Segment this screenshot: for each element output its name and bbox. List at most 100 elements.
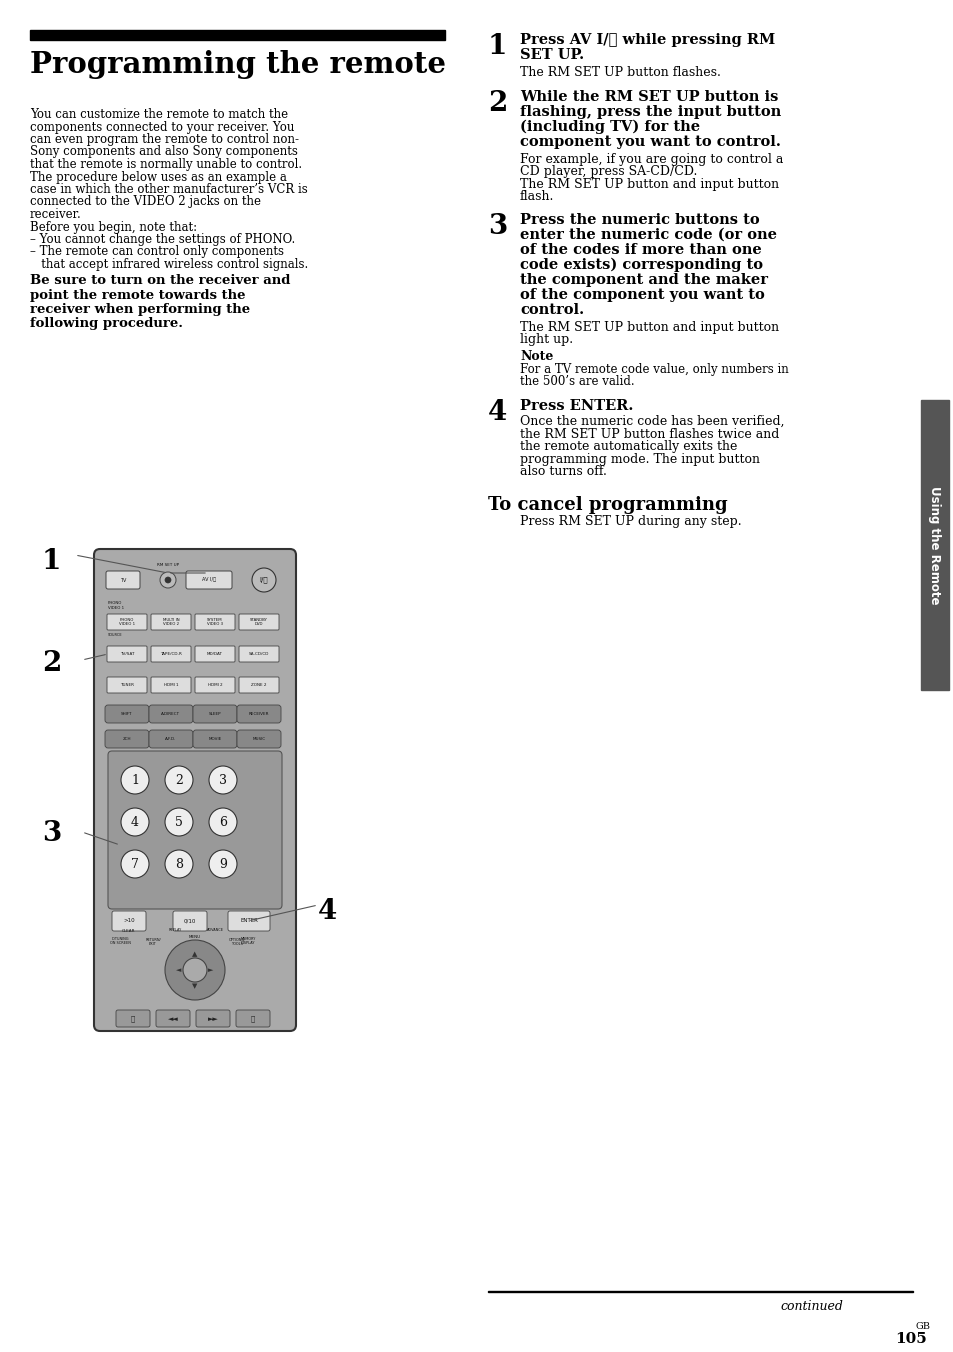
Text: 2CH: 2CH	[123, 737, 132, 741]
FancyBboxPatch shape	[106, 571, 140, 589]
Text: GB: GB	[915, 1322, 930, 1330]
Text: AV I/⏻: AV I/⏻	[202, 577, 215, 583]
Text: of the codes if more than one: of the codes if more than one	[519, 243, 760, 257]
Circle shape	[165, 850, 193, 877]
Text: that accept infrared wireless control signals.: that accept infrared wireless control si…	[30, 258, 308, 270]
Text: MEMORY: MEMORY	[240, 937, 255, 941]
Text: ◄◄: ◄◄	[168, 1015, 178, 1022]
Circle shape	[121, 767, 149, 794]
Text: To cancel programming: To cancel programming	[488, 495, 727, 514]
FancyBboxPatch shape	[228, 911, 270, 932]
Text: TV/SAT: TV/SAT	[120, 652, 134, 656]
Text: component you want to control.: component you want to control.	[519, 135, 781, 149]
Text: MULTI IN
VIDEO 2: MULTI IN VIDEO 2	[163, 618, 179, 626]
Circle shape	[209, 767, 236, 794]
Text: ▼: ▼	[193, 983, 197, 990]
Text: receiver when performing the: receiver when performing the	[30, 303, 250, 315]
Text: receiver.: receiver.	[30, 208, 82, 220]
Text: 2: 2	[175, 773, 183, 787]
Circle shape	[160, 572, 175, 588]
Text: ZONE 2: ZONE 2	[251, 683, 267, 687]
Text: SHIFT: SHIFT	[121, 713, 132, 717]
Text: Note: Note	[519, 350, 553, 362]
FancyBboxPatch shape	[105, 730, 149, 748]
Text: REPLAY: REPLAY	[168, 927, 181, 932]
Text: 2: 2	[488, 91, 507, 118]
Bar	[30, 30, 444, 41]
Circle shape	[165, 940, 225, 1000]
Text: Press ENTER.: Press ENTER.	[519, 399, 633, 412]
FancyBboxPatch shape	[107, 614, 147, 630]
Text: ◄: ◄	[176, 967, 181, 973]
Text: TAPE/CD-R: TAPE/CD-R	[160, 652, 182, 656]
Text: PHONO: PHONO	[108, 602, 122, 604]
Text: 1: 1	[42, 548, 61, 575]
Text: ⏭: ⏭	[251, 1015, 254, 1022]
Text: 7: 7	[131, 857, 139, 871]
Text: 1: 1	[488, 32, 507, 59]
Text: flash.: flash.	[519, 191, 554, 204]
Text: SYSTEM
VIDEO 3: SYSTEM VIDEO 3	[207, 618, 223, 626]
Text: 5: 5	[175, 815, 183, 829]
Text: components connected to your receiver. You: components connected to your receiver. Y…	[30, 120, 294, 134]
Text: The RM SET UP button and input button: The RM SET UP button and input button	[519, 320, 779, 334]
Text: MD/DAT: MD/DAT	[207, 652, 223, 656]
Text: ▲: ▲	[193, 950, 197, 957]
Text: Press AV I/⏻ while pressing RM: Press AV I/⏻ while pressing RM	[519, 32, 775, 47]
Text: ⏮: ⏮	[131, 1015, 135, 1022]
Circle shape	[165, 767, 193, 794]
Text: PHONO
VIDEO 1: PHONO VIDEO 1	[119, 618, 135, 626]
Text: connected to the VIDEO 2 jacks on the: connected to the VIDEO 2 jacks on the	[30, 196, 261, 208]
Text: HDMI 1: HDMI 1	[164, 683, 178, 687]
Text: the RM SET UP button flashes twice and: the RM SET UP button flashes twice and	[519, 427, 779, 441]
Text: RETURN/: RETURN/	[145, 938, 161, 942]
FancyBboxPatch shape	[151, 646, 191, 662]
FancyBboxPatch shape	[186, 571, 232, 589]
Text: Press RM SET UP during any step.: Press RM SET UP during any step.	[519, 515, 740, 529]
Text: The RM SET UP button flashes.: The RM SET UP button flashes.	[519, 66, 720, 78]
FancyBboxPatch shape	[149, 730, 193, 748]
Text: 8: 8	[174, 857, 183, 871]
FancyBboxPatch shape	[194, 614, 234, 630]
Text: Programming the remote: Programming the remote	[30, 50, 446, 78]
Text: of the component you want to: of the component you want to	[519, 288, 764, 301]
FancyBboxPatch shape	[194, 646, 234, 662]
Text: 4: 4	[131, 815, 139, 829]
Text: continued: continued	[780, 1301, 842, 1313]
Text: also turns off.: also turns off.	[519, 465, 606, 479]
Circle shape	[165, 808, 193, 836]
FancyBboxPatch shape	[172, 911, 207, 932]
Text: RM SET UP: RM SET UP	[157, 562, 179, 566]
Text: A.F.D.: A.F.D.	[165, 737, 176, 741]
Text: TOOLS: TOOLS	[231, 942, 243, 946]
Text: Before you begin, note that:: Before you begin, note that:	[30, 220, 197, 234]
Circle shape	[252, 568, 275, 592]
FancyBboxPatch shape	[105, 704, 149, 723]
FancyBboxPatch shape	[193, 730, 236, 748]
FancyBboxPatch shape	[94, 549, 295, 1032]
Text: TUNER: TUNER	[120, 683, 133, 687]
Text: the component and the maker: the component and the maker	[519, 273, 767, 287]
Text: VIDEO 1: VIDEO 1	[108, 606, 124, 610]
Text: 2: 2	[42, 650, 61, 677]
Text: 105: 105	[894, 1332, 925, 1347]
Text: code exists) corresponding to: code exists) corresponding to	[519, 258, 762, 272]
Text: case in which the other manufacturer’s VCR is: case in which the other manufacturer’s V…	[30, 183, 308, 196]
Text: ADVANCE: ADVANCE	[206, 927, 223, 932]
Text: EXIT: EXIT	[149, 942, 156, 946]
Text: ENTER: ENTER	[240, 918, 257, 923]
Text: MOVIE: MOVIE	[208, 737, 221, 741]
Text: Sony components and also Sony components: Sony components and also Sony components	[30, 146, 297, 158]
Text: control.: control.	[519, 303, 583, 316]
Text: 4: 4	[317, 898, 337, 925]
Text: For example, if you are going to control a: For example, if you are going to control…	[519, 153, 782, 166]
FancyBboxPatch shape	[194, 677, 234, 694]
Text: 9: 9	[219, 857, 227, 871]
Text: While the RM SET UP button is: While the RM SET UP button is	[519, 91, 778, 104]
Text: Once the numeric code has been verified,: Once the numeric code has been verified,	[519, 415, 783, 429]
Text: ON SCREEN: ON SCREEN	[110, 941, 131, 945]
FancyBboxPatch shape	[156, 1010, 190, 1028]
FancyBboxPatch shape	[239, 614, 278, 630]
FancyBboxPatch shape	[116, 1010, 150, 1028]
Text: – You cannot change the settings of PHONO.: – You cannot change the settings of PHON…	[30, 233, 294, 246]
